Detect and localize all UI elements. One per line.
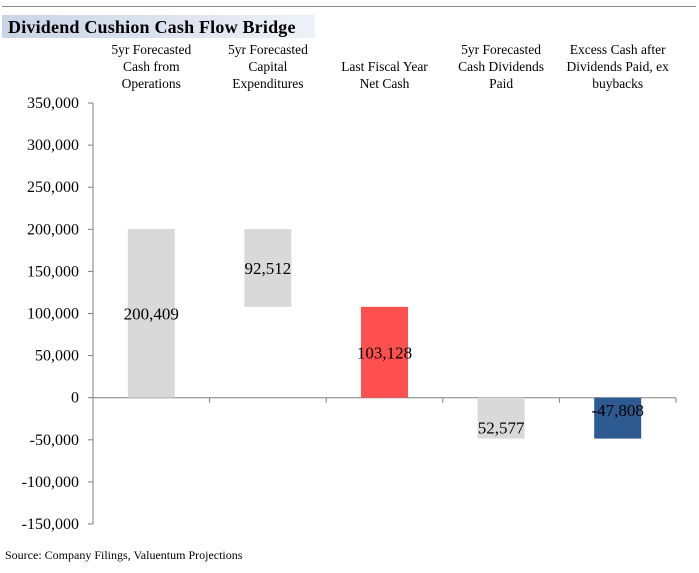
chart-title-bar: Dividend Cushion Cash Flow Bridge bbox=[2, 6, 696, 38]
chart-title-highlight bbox=[2, 15, 315, 38]
category-label: Cash Dividends bbox=[458, 59, 544, 74]
y-tick-label: -150,000 bbox=[22, 516, 79, 533]
y-tick-label: 100,000 bbox=[27, 306, 79, 323]
y-tick-label: 300,000 bbox=[27, 137, 79, 154]
y-tick-label: 0 bbox=[71, 390, 79, 407]
category-label: Excess Cash after bbox=[570, 42, 666, 57]
y-tick-label: -100,000 bbox=[22, 474, 79, 491]
bar bbox=[127, 228, 175, 398]
category-label: 5yr Forecasted bbox=[228, 42, 308, 57]
bar bbox=[361, 306, 408, 398]
y-tick-label: 250,000 bbox=[27, 179, 79, 196]
chart-title: Dividend Cushion Cash Flow Bridge bbox=[8, 17, 296, 37]
bar bbox=[594, 397, 642, 439]
y-tick-label: -50,000 bbox=[30, 432, 79, 449]
category-label: 5yr Forecasted bbox=[111, 42, 191, 57]
bar bbox=[477, 397, 525, 439]
data-label: 200,409 bbox=[124, 304, 179, 323]
category-label: Operations bbox=[122, 76, 181, 91]
y-tick-label: 200,000 bbox=[27, 221, 79, 238]
y-tick-label: 50,000 bbox=[35, 348, 79, 365]
y-tick-label: 350,000 bbox=[27, 95, 79, 112]
data-label: 52,577 bbox=[478, 419, 525, 438]
category-label: Expenditures bbox=[232, 76, 303, 91]
data-label: 92,512 bbox=[245, 259, 292, 278]
data-label: 103,128 bbox=[357, 343, 412, 362]
source-note: Source: Company Filings, Valuentum Proje… bbox=[5, 548, 243, 562]
y-tick-label: 150,000 bbox=[27, 263, 79, 280]
category-label: Net Cash bbox=[360, 76, 410, 91]
category-label: Cash from bbox=[123, 59, 180, 74]
category-label: Capital bbox=[248, 59, 287, 74]
category-label: 5yr Forecasted bbox=[461, 42, 541, 57]
chart-area: 350,000 300,000 250,000 200,000 150,000 100,0… bbox=[0, 37, 699, 547]
category-label: Last Fiscal Year bbox=[341, 59, 428, 74]
category-label: buybacks bbox=[592, 76, 643, 91]
category-label: Paid bbox=[489, 76, 513, 91]
waterfall-chart: 350,000 300,000 250,000 200,000 150,000 100,0… bbox=[22, 42, 677, 533]
data-label: -47,808 bbox=[591, 401, 643, 420]
bar bbox=[244, 228, 292, 307]
category-label: Dividends Paid, ex bbox=[567, 59, 670, 74]
